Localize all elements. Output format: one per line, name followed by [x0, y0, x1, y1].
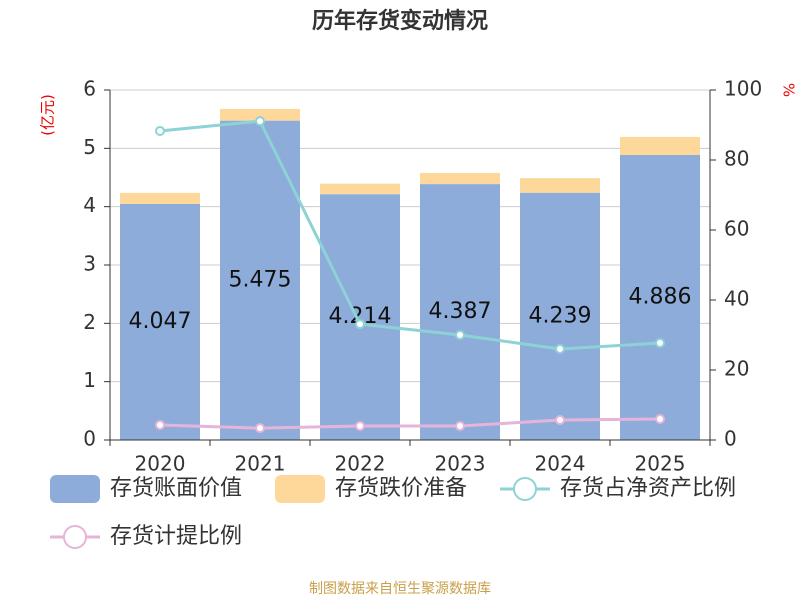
legend-label: 存货计提比例 — [110, 524, 242, 549]
line-point — [355, 421, 365, 431]
chart-title: 历年存货变动情况 — [312, 8, 488, 34]
line-point — [655, 338, 665, 349]
legend-label: 存货跌价准备 — [335, 476, 467, 501]
y-tick-label: 2 — [83, 310, 96, 334]
bar — [320, 194, 400, 440]
line-point — [155, 125, 165, 136]
line — [159, 417, 661, 430]
legend-label: 存货占净资产比例 — [560, 476, 736, 501]
legend-swatch — [63, 525, 87, 549]
line-point — [255, 116, 265, 127]
y2-axis-label: % — [780, 83, 798, 97]
y-axis-label: (亿元) — [39, 94, 57, 136]
y-tick-label: 1 — [83, 368, 96, 392]
source-note: 制图数据来自恒生聚源数据库 — [309, 581, 491, 597]
legend-label: 存货账面价值 — [110, 476, 242, 501]
bar — [120, 203, 200, 440]
line — [159, 119, 661, 351]
data-label: 4.886 — [629, 284, 692, 309]
legend-swatch — [275, 475, 325, 503]
data-label: 4.047 — [129, 309, 192, 334]
x-tick-label: 2025 — [635, 452, 686, 476]
line-point — [555, 344, 565, 354]
line-point — [255, 423, 265, 434]
legend-swatch — [50, 475, 100, 503]
y2-tick-label: 20 — [724, 357, 749, 381]
x-tick-label: 2022 — [335, 452, 386, 476]
y2-tick-label: 0 — [724, 427, 737, 451]
y-tick-label: 3 — [83, 252, 96, 276]
y-tick-label: 5 — [83, 135, 96, 159]
x-tick-label: 2024 — [535, 452, 586, 476]
y2-tick-label: 100 — [724, 77, 762, 101]
x-tick-label: 2021 — [235, 452, 286, 476]
line-point — [555, 415, 565, 426]
y-tick-label: 6 — [83, 77, 96, 101]
bar — [620, 136, 700, 155]
data-label: 5.475 — [229, 267, 292, 292]
y-tick-label: 0 — [83, 427, 96, 451]
bar — [120, 192, 200, 204]
data-label: 4.387 — [429, 299, 492, 324]
bar — [420, 184, 500, 440]
line-point — [655, 414, 665, 424]
bar — [520, 178, 600, 193]
legend-swatch — [513, 477, 537, 501]
x-tick-label: 2023 — [435, 452, 486, 476]
y-tick-label: 4 — [83, 193, 96, 217]
line-point — [155, 419, 165, 430]
bar — [620, 154, 700, 440]
bar — [320, 183, 400, 195]
y2-tick-label: 40 — [724, 287, 749, 311]
bar — [420, 173, 500, 185]
line-point — [455, 421, 465, 431]
y2-tick-label: 60 — [724, 217, 749, 241]
bar — [520, 192, 600, 440]
data-label: 4.239 — [529, 303, 592, 328]
bar — [220, 108, 300, 121]
line-point — [455, 330, 465, 340]
y2-tick-label: 80 — [724, 147, 749, 171]
x-tick-label: 2020 — [135, 452, 186, 476]
line-point — [355, 319, 365, 330]
